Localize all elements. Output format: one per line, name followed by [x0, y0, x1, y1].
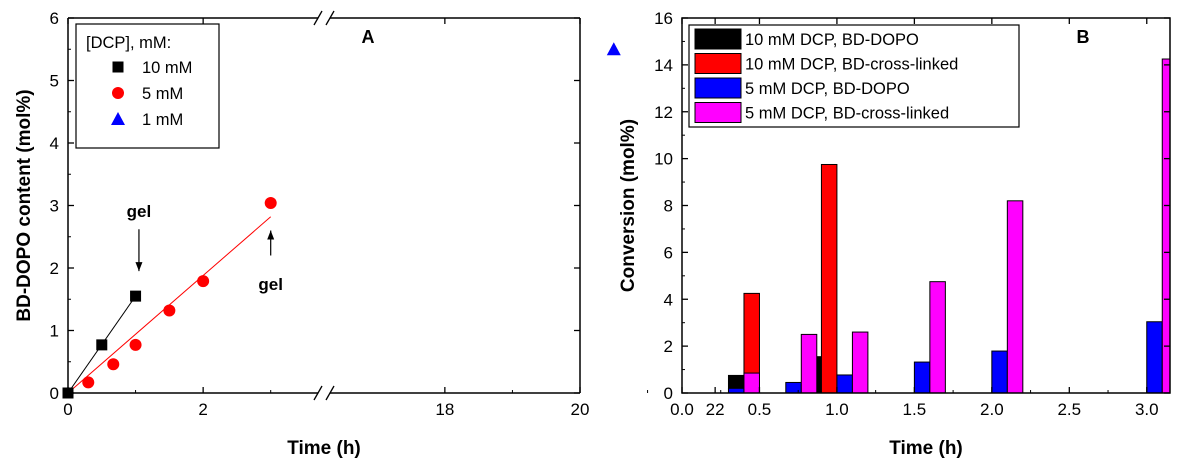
bar	[1006, 200, 1024, 394]
y-axis-label: Conversion (mol%)	[618, 119, 639, 292]
panel-label: A	[362, 27, 375, 47]
y-axis-label: BD-DOPO content (mol%)	[14, 89, 35, 321]
legend-label: 10 mM	[142, 59, 192, 77]
y-tick-label: 14	[654, 56, 673, 75]
gel-arrowhead	[267, 230, 275, 240]
legend-label: 5 mM DCP, BD-DOPO	[745, 80, 910, 98]
data-point	[163, 304, 176, 317]
bar	[743, 372, 760, 394]
y-tick-label: 8	[664, 197, 673, 216]
data-point	[130, 290, 142, 302]
legend-swatch	[694, 77, 742, 99]
gel-annotation: gel	[127, 202, 152, 221]
legend-label: 5 mM DCP, BD-cross-linked	[745, 105, 949, 123]
axis-break-mark	[313, 385, 323, 401]
data-point	[107, 358, 120, 371]
y-tick-label: 1	[50, 322, 59, 341]
legend-marker	[112, 61, 124, 73]
x-tick-label: 1.5	[903, 400, 927, 419]
legend-label: 5 mM	[142, 85, 183, 103]
bar	[820, 163, 838, 394]
legend-swatch	[694, 53, 742, 74]
y-tick-label: 6	[50, 9, 59, 28]
y-tick-label: 12	[654, 103, 673, 122]
legend-swatch	[694, 102, 742, 123]
legend-marker	[111, 112, 125, 125]
legend-title: [DCP], mM:	[86, 34, 171, 52]
y-tick-label: 2	[50, 259, 59, 278]
x-tick-label: 0.0	[670, 400, 694, 419]
legend-box	[688, 24, 1020, 128]
data-point	[62, 387, 74, 399]
x-tick-label: 18	[435, 400, 454, 419]
x-tick-label: 2	[198, 400, 207, 419]
bar	[1146, 321, 1163, 394]
y-tick-label: 4	[664, 290, 673, 309]
data-point	[82, 376, 95, 389]
legend-box	[75, 23, 220, 149]
legend-label: 10 mM DCP, BD-cross-linked	[745, 56, 958, 74]
x-tick-label: 20	[571, 400, 590, 419]
axis-break-mark	[325, 385, 335, 401]
y-tick-label: 2	[664, 337, 673, 356]
data-point	[129, 338, 142, 351]
bar	[929, 281, 946, 394]
legend-swatch	[694, 28, 742, 50]
bar	[913, 361, 931, 394]
y-tick-label: 6	[664, 243, 673, 262]
y-tick-label: 10	[654, 150, 673, 169]
gel-arrowhead	[135, 262, 143, 272]
data-point	[606, 42, 621, 56]
y-tick-label: 0	[50, 384, 59, 403]
y-tick-label: 4	[50, 134, 59, 153]
y-tick-label: 0	[664, 384, 673, 403]
bar	[991, 350, 1008, 394]
x-tick-label: 22	[706, 400, 725, 419]
y-tick-label: 16	[654, 9, 673, 28]
x-tick-label: 0	[63, 400, 72, 419]
gel-annotation: gel	[258, 275, 283, 294]
legend-label: 10 mM DCP, BD-DOPO	[745, 31, 919, 49]
panel-label: B	[1077, 27, 1090, 47]
bar	[785, 381, 802, 394]
y-tick-label: 5	[50, 72, 59, 91]
data-point	[264, 197, 277, 209]
x-tick-label: 1.0	[825, 400, 849, 419]
axis-break-mark	[325, 10, 335, 26]
bar	[836, 374, 853, 394]
data-point	[96, 339, 108, 351]
data-point	[197, 275, 210, 288]
legend-marker	[112, 87, 124, 99]
bar	[1161, 58, 1171, 394]
chart-panel-b: 0 2 4 6 8 10 12 14 16 0.0 0.5 1.0 1.5 2.0 2.5 3.0 Time (…	[618, 9, 1171, 459]
y-tick-label: 3	[50, 197, 59, 216]
x-tick-label: 3.0	[1135, 400, 1159, 419]
axis-break-mark	[313, 10, 323, 26]
x-axis-label: Time (h)	[287, 438, 361, 459]
x-axis-label: Time (h)	[889, 438, 963, 459]
x-tick-label: 2.0	[980, 400, 1004, 419]
legend-label: 1 mM	[142, 111, 183, 129]
x-tick-label: 2.5	[1057, 400, 1081, 419]
x-tick-label: 0.5	[748, 400, 772, 419]
bar	[800, 333, 818, 394]
bar	[851, 331, 869, 394]
